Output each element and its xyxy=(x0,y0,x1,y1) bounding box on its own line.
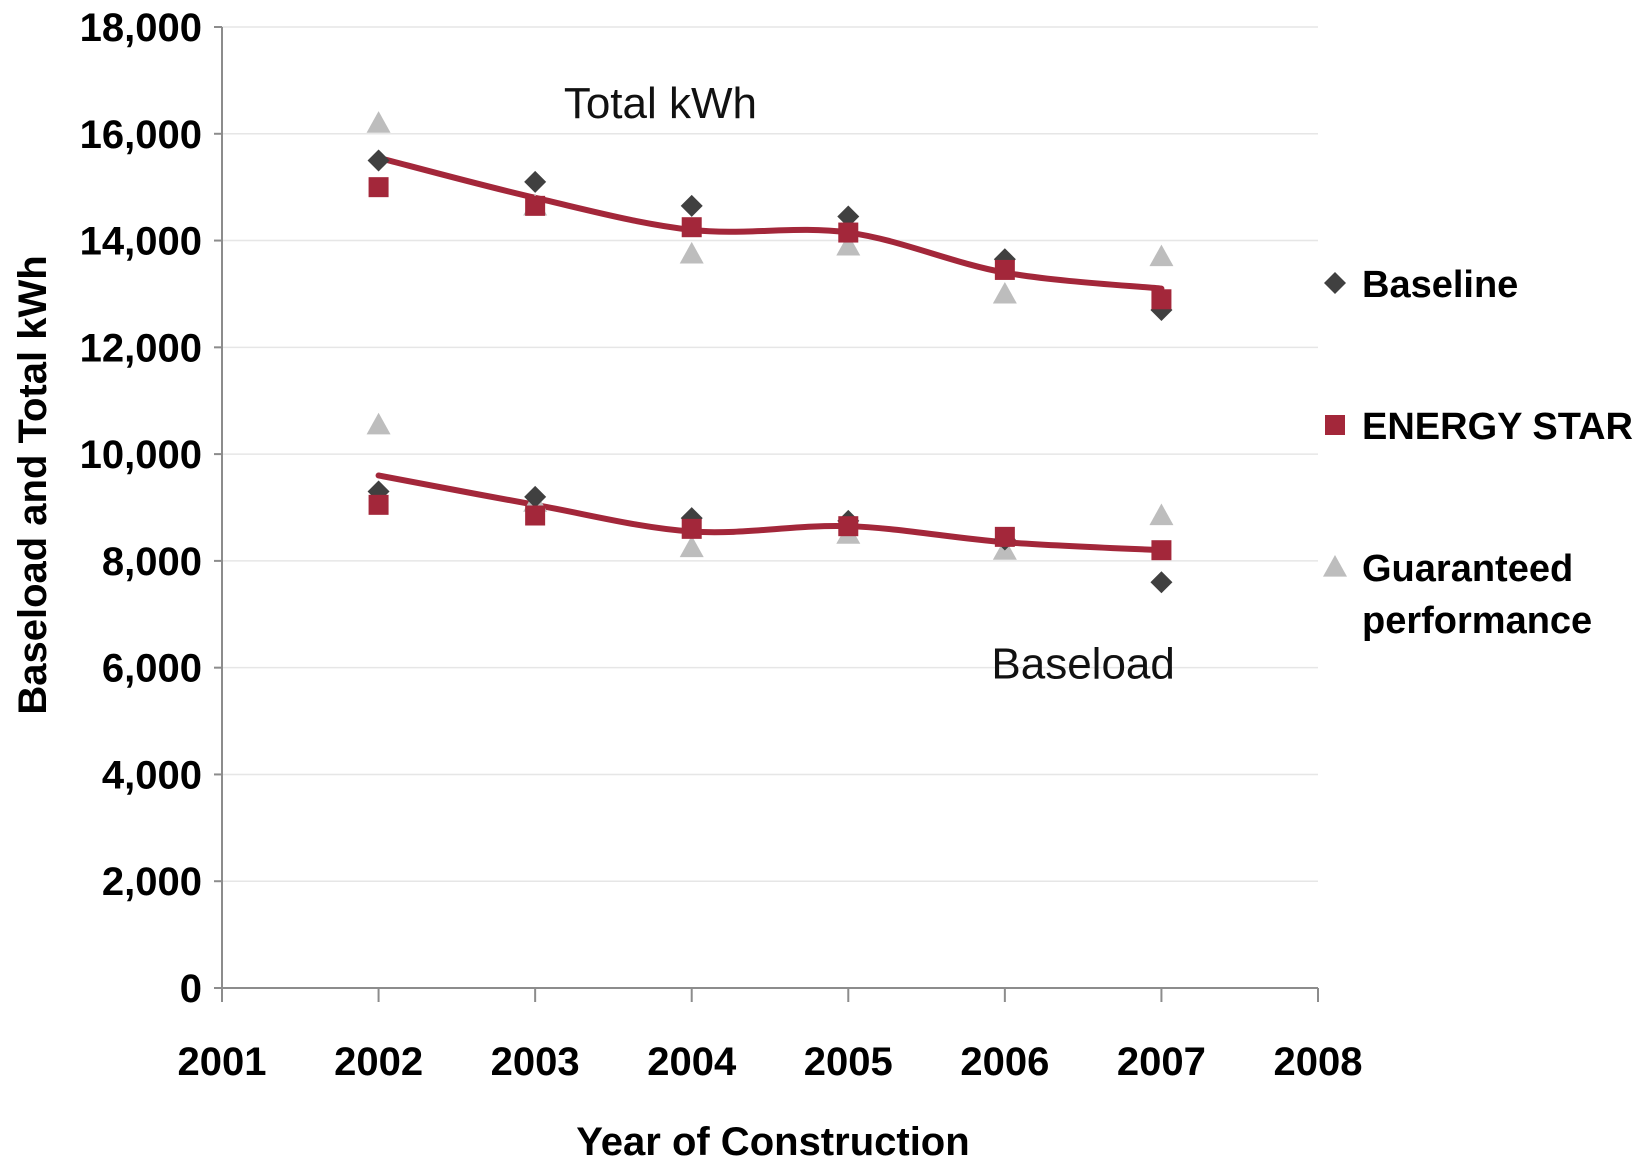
square-point-baseload xyxy=(994,526,1015,547)
y-tick-label: 18,000 xyxy=(80,6,202,50)
y-tick-label: 16,000 xyxy=(80,113,202,157)
triangle-point-total xyxy=(1149,244,1174,267)
x-tick-label: 2001 xyxy=(178,1040,267,1084)
diamond-point-baseload xyxy=(524,485,547,508)
y-tick-label: 6,000 xyxy=(102,647,202,691)
square-point-total xyxy=(1151,289,1172,310)
legend-marker-square xyxy=(1325,415,1345,435)
trend-lines xyxy=(375,154,1165,554)
triangle-point-total xyxy=(836,233,861,256)
square-point-total xyxy=(368,177,389,198)
legend-label: Baseline xyxy=(1362,264,1518,306)
triangle-point-baseload xyxy=(1149,503,1174,526)
triangle-point-total xyxy=(366,111,391,133)
y-tick-labels: 0 2,000 4,000 6,000 8,000 10,000 12,000 14,000 1… xyxy=(80,6,202,1011)
y-tick-label: 14,000 xyxy=(80,220,202,264)
triangle-point-total xyxy=(992,281,1017,304)
x-tick-label: 2007 xyxy=(1117,1040,1206,1084)
data-points xyxy=(366,111,1174,594)
legend-label: ENERGY STAR xyxy=(1362,406,1633,448)
diamond-point-total xyxy=(367,149,390,172)
x-tick-label: 2008 xyxy=(1274,1040,1363,1084)
x-tick-label: 2002 xyxy=(334,1040,423,1084)
legend: Baseline ENERGY STAR Guaranteed performance xyxy=(1323,264,1633,642)
triangle-point-baseload xyxy=(679,535,704,558)
trend-line-total xyxy=(375,154,1165,292)
gridlines xyxy=(222,26,1318,882)
square-point-total xyxy=(681,217,702,238)
legend-label: Guaranteed xyxy=(1362,548,1573,590)
x-axis-title: Year of Construction xyxy=(576,1120,969,1162)
square-point-total xyxy=(525,195,546,216)
axes xyxy=(214,26,1319,1002)
square-point-baseload xyxy=(681,518,702,539)
trend-line-baseload xyxy=(375,472,1165,554)
x-tick-label: 2005 xyxy=(804,1040,893,1084)
x-tick-labels: 2001 2002 2003 2004 2005 2006 2007 2008 xyxy=(178,1040,1363,1084)
diamond-point-total xyxy=(837,205,860,228)
y-tick-label: 12,000 xyxy=(80,326,202,370)
x-tick-label: 2004 xyxy=(647,1040,737,1084)
triangle-point-baseload xyxy=(366,412,391,435)
x-tick-label: 2003 xyxy=(491,1040,580,1084)
y-tick-label: 8,000 xyxy=(102,540,202,584)
annotation-label: Total kWh xyxy=(564,79,757,128)
square-point-baseload xyxy=(368,494,389,515)
y-tick-label: 10,000 xyxy=(80,433,202,477)
square-point-baseload xyxy=(838,516,859,537)
triangle-point-total xyxy=(679,241,704,264)
diamond-point-total xyxy=(680,194,703,217)
square-point-baseload xyxy=(525,505,546,526)
y-tick-label: 2,000 xyxy=(102,860,202,904)
diamond-point-baseload xyxy=(1150,571,1173,594)
annotation-label: Baseload xyxy=(991,639,1174,688)
square-point-total xyxy=(994,259,1015,280)
y-tick-label: 0 xyxy=(180,967,202,1011)
y-tick-label: 4,000 xyxy=(102,753,202,797)
diamond-point-total xyxy=(524,170,547,193)
legend-label: performance xyxy=(1362,600,1592,642)
x-tick-label: 2006 xyxy=(960,1040,1049,1084)
legend-marker-diamond xyxy=(1324,272,1346,294)
square-point-baseload xyxy=(1151,540,1172,561)
y-axis-title: Baseload and Total kWh xyxy=(11,255,55,714)
annotations: Total kWh Baseload xyxy=(564,79,1175,689)
legend-marker-triangle xyxy=(1323,555,1347,577)
square-point-total xyxy=(838,222,859,243)
